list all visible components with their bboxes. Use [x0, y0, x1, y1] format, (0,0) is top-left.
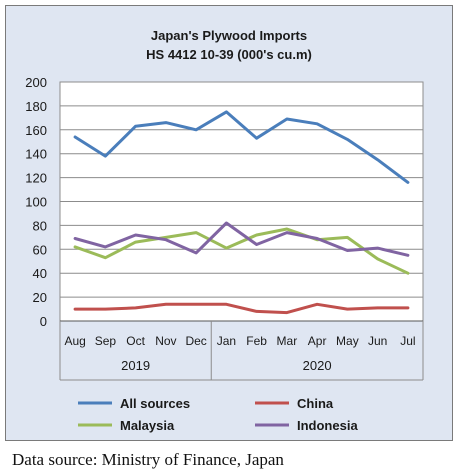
- x-tick-label: Mar: [277, 334, 298, 348]
- legend-label: China: [297, 396, 334, 411]
- data-source-note: Data source: Ministry of Finance, Japan: [12, 450, 284, 469]
- x-tick-label: Feb: [246, 334, 267, 348]
- x-tick-label: Nov: [155, 334, 176, 348]
- y-tick-label: 140: [25, 147, 47, 162]
- x-tick-label: Apr: [308, 334, 327, 348]
- y-tick-label: 160: [25, 123, 47, 138]
- x-tick-label: Jan: [217, 334, 236, 348]
- legend-label: Malaysia: [120, 418, 175, 433]
- chart-title: Japan's Plywood Imports: [151, 28, 307, 43]
- x-tick-label: Jul: [400, 334, 415, 348]
- y-tick-label: 20: [33, 290, 47, 305]
- year-label: 2020: [303, 358, 332, 373]
- x-axis: Aug Sep Oct Nov Dec Jan Feb Mar Apr May Jun Jul 2019…: [59, 320, 424, 381]
- x-tick-label: Aug: [64, 334, 85, 348]
- y-tick-label: 200: [25, 75, 47, 90]
- y-tick-label: 40: [33, 266, 47, 281]
- year-label: 2019: [121, 358, 150, 373]
- y-tick-label: 180: [25, 99, 47, 114]
- legend: All sources China Malaysia Indonesia: [78, 396, 358, 433]
- legend-label: Indonesia: [297, 418, 358, 433]
- series-line: [73, 302, 410, 315]
- chart-subtitle: HS 4412 10-39 (000's cu.m): [146, 47, 312, 62]
- x-tick-label: Jun: [368, 334, 387, 348]
- x-tick-label: Oct: [126, 334, 145, 348]
- series-line: [73, 227, 410, 275]
- series-line: [73, 110, 410, 184]
- y-tick-label: 100: [25, 195, 47, 210]
- y-axis: 0 20 40 60 80 100 120 140 160 180 200: [25, 75, 47, 329]
- y-tick-label: 60: [33, 242, 47, 257]
- y-tick-label: 80: [33, 218, 47, 233]
- series-lines: [73, 110, 410, 315]
- series-line: [73, 221, 410, 257]
- x-tick-label: Sep: [95, 334, 117, 348]
- legend-label: All sources: [120, 396, 190, 411]
- y-tick-label: 0: [40, 314, 47, 329]
- y-tick-label: 120: [25, 171, 47, 186]
- x-tick-label: Dec: [185, 334, 206, 348]
- x-tick-label: May: [336, 334, 359, 348]
